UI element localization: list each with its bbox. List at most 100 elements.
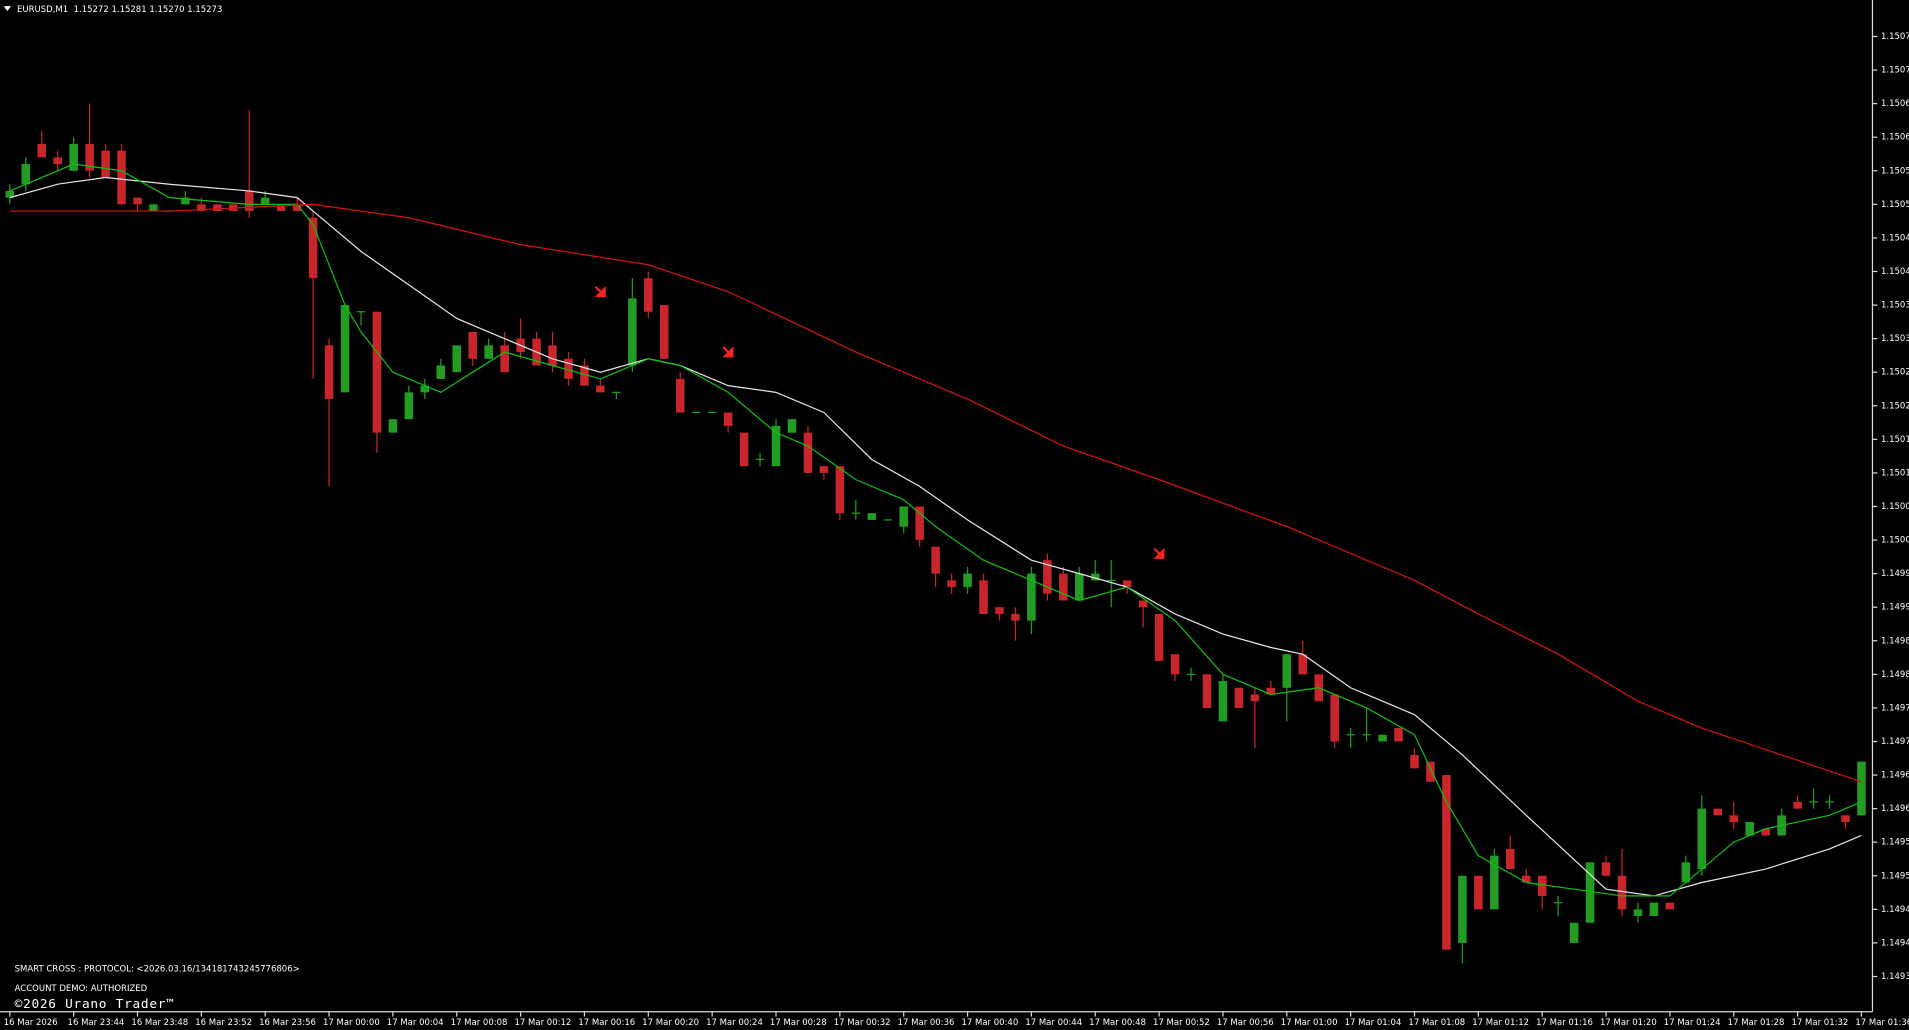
y-tick-label: 1.14990	[1881, 603, 1909, 613]
y-tick-label: 1.15060	[1881, 133, 1909, 143]
y-tick-label: 1.14950	[1881, 871, 1909, 881]
candle-body	[133, 197, 142, 205]
candle-body	[1298, 654, 1308, 675]
y-tick-label: 1.15065	[1881, 99, 1909, 109]
candle-body	[851, 512, 861, 514]
candle-body	[372, 311, 382, 433]
candle-body	[1202, 674, 1212, 708]
candle-body	[883, 519, 893, 521]
x-tick-label: 16 Mar 23:52	[195, 1018, 252, 1028]
candle-body	[867, 513, 877, 520]
candle-body	[1218, 681, 1228, 722]
candle-body	[1633, 909, 1643, 917]
x-tick-label: 17 Mar 01:20	[1600, 1018, 1657, 1028]
candle-body	[1617, 875, 1627, 910]
candle-body	[1793, 801, 1802, 809]
candle-body	[819, 466, 829, 473]
x-tick-label: 17 Mar 01:12	[1472, 1018, 1529, 1028]
candle-body	[947, 580, 956, 588]
candle-body	[1761, 828, 1770, 836]
y-tick-label: 1.15050	[1881, 200, 1909, 210]
candle-body	[181, 197, 190, 205]
candle-body	[1857, 761, 1866, 816]
candle-body	[596, 385, 605, 393]
candle-body	[37, 143, 46, 158]
x-tick-label: 17 Mar 00:08	[451, 1018, 508, 1028]
moving-average-line	[9, 203, 1862, 783]
x-tick-label: 17 Mar 01:36	[1855, 1018, 1909, 1028]
candle-body	[1362, 734, 1371, 736]
candle-body	[452, 345, 462, 373]
candle-body	[260, 197, 270, 205]
candle-body	[675, 378, 685, 413]
candle-body	[1346, 734, 1355, 736]
x-tick-label: 17 Mar 01:08	[1408, 1018, 1465, 1028]
candle-body	[101, 150, 110, 178]
sell-arrow	[594, 285, 606, 297]
candle-body	[1138, 600, 1148, 608]
candle-body	[979, 580, 988, 614]
candle-body	[1569, 922, 1579, 943]
candle-body	[1234, 687, 1244, 708]
candle-body	[1665, 902, 1675, 910]
candle-body	[1410, 754, 1419, 769]
x-tick-label: 17 Mar 00:04	[387, 1018, 444, 1028]
candle-body	[1474, 875, 1483, 910]
x-tick-label: 16 Mar 23:48	[131, 1018, 188, 1028]
candle-body	[580, 365, 589, 386]
y-tick-label: 1.14980	[1881, 670, 1909, 680]
candle-body	[117, 150, 126, 205]
candle-body	[69, 143, 78, 171]
y-tick-label: 1.15005	[1881, 502, 1909, 512]
candle-body	[1011, 613, 1020, 621]
x-tick-label: 17 Mar 00:48	[1089, 1018, 1146, 1028]
candle-body	[739, 432, 749, 467]
candle-body	[420, 385, 430, 393]
x-tick-label: 17 Mar 00:00	[323, 1018, 380, 1028]
candle-body	[1681, 862, 1691, 883]
candle-body	[1601, 862, 1611, 876]
candle-body	[628, 298, 637, 366]
candle-body	[612, 391, 621, 393]
candle-body	[771, 425, 781, 467]
x-tick-label: 17 Mar 01:24	[1664, 1018, 1721, 1028]
candle-body	[1442, 775, 1451, 950]
candle-body	[1713, 808, 1723, 816]
x-tick-label: 16 Mar 2026	[4, 1018, 58, 1028]
candle-body	[1059, 573, 1068, 601]
candle-body	[244, 190, 254, 212]
candle-body	[1330, 694, 1339, 742]
candle-body	[963, 573, 972, 588]
candle-body	[1154, 613, 1164, 661]
x-tick-label: 16 Mar 23:44	[68, 1018, 125, 1028]
y-tick-label: 1.15040	[1881, 267, 1909, 277]
candle-body	[1537, 875, 1547, 896]
x-tick-label: 17 Mar 01:00	[1281, 1018, 1338, 1028]
candle-body	[468, 331, 477, 359]
candle-body	[197, 204, 206, 212]
y-tick-label: 1.15010	[1881, 468, 1909, 478]
y-tick-label: 1.14960	[1881, 804, 1909, 814]
candle-body	[324, 345, 334, 400]
x-tick-label: 17 Mar 00:24	[706, 1018, 763, 1028]
x-tick-label: 16 Mar 23:56	[259, 1018, 316, 1028]
candle-body	[1458, 875, 1467, 943]
x-tick-label: 17 Mar 01:04	[1345, 1018, 1402, 1028]
y-tick-label: 1.15020	[1881, 401, 1909, 411]
y-tick-label: 1.15000	[1881, 536, 1909, 546]
candle-body	[404, 392, 414, 420]
candle-body	[1649, 902, 1659, 917]
candle-body	[1186, 673, 1196, 675]
candle-body	[1585, 862, 1595, 923]
x-tick-label: 17 Mar 00:12	[515, 1018, 572, 1028]
candle-body	[1122, 580, 1132, 588]
x-tick-label: 17 Mar 00:36	[898, 1018, 955, 1028]
candle-body	[755, 458, 765, 461]
menu-arrow[interactable]	[3, 6, 11, 11]
candle-body	[1697, 808, 1707, 870]
y-tick-label: 1.14970	[1881, 737, 1909, 747]
y-tick-label: 1.15030	[1881, 334, 1909, 344]
y-tick-label: 1.14940	[1881, 938, 1909, 948]
